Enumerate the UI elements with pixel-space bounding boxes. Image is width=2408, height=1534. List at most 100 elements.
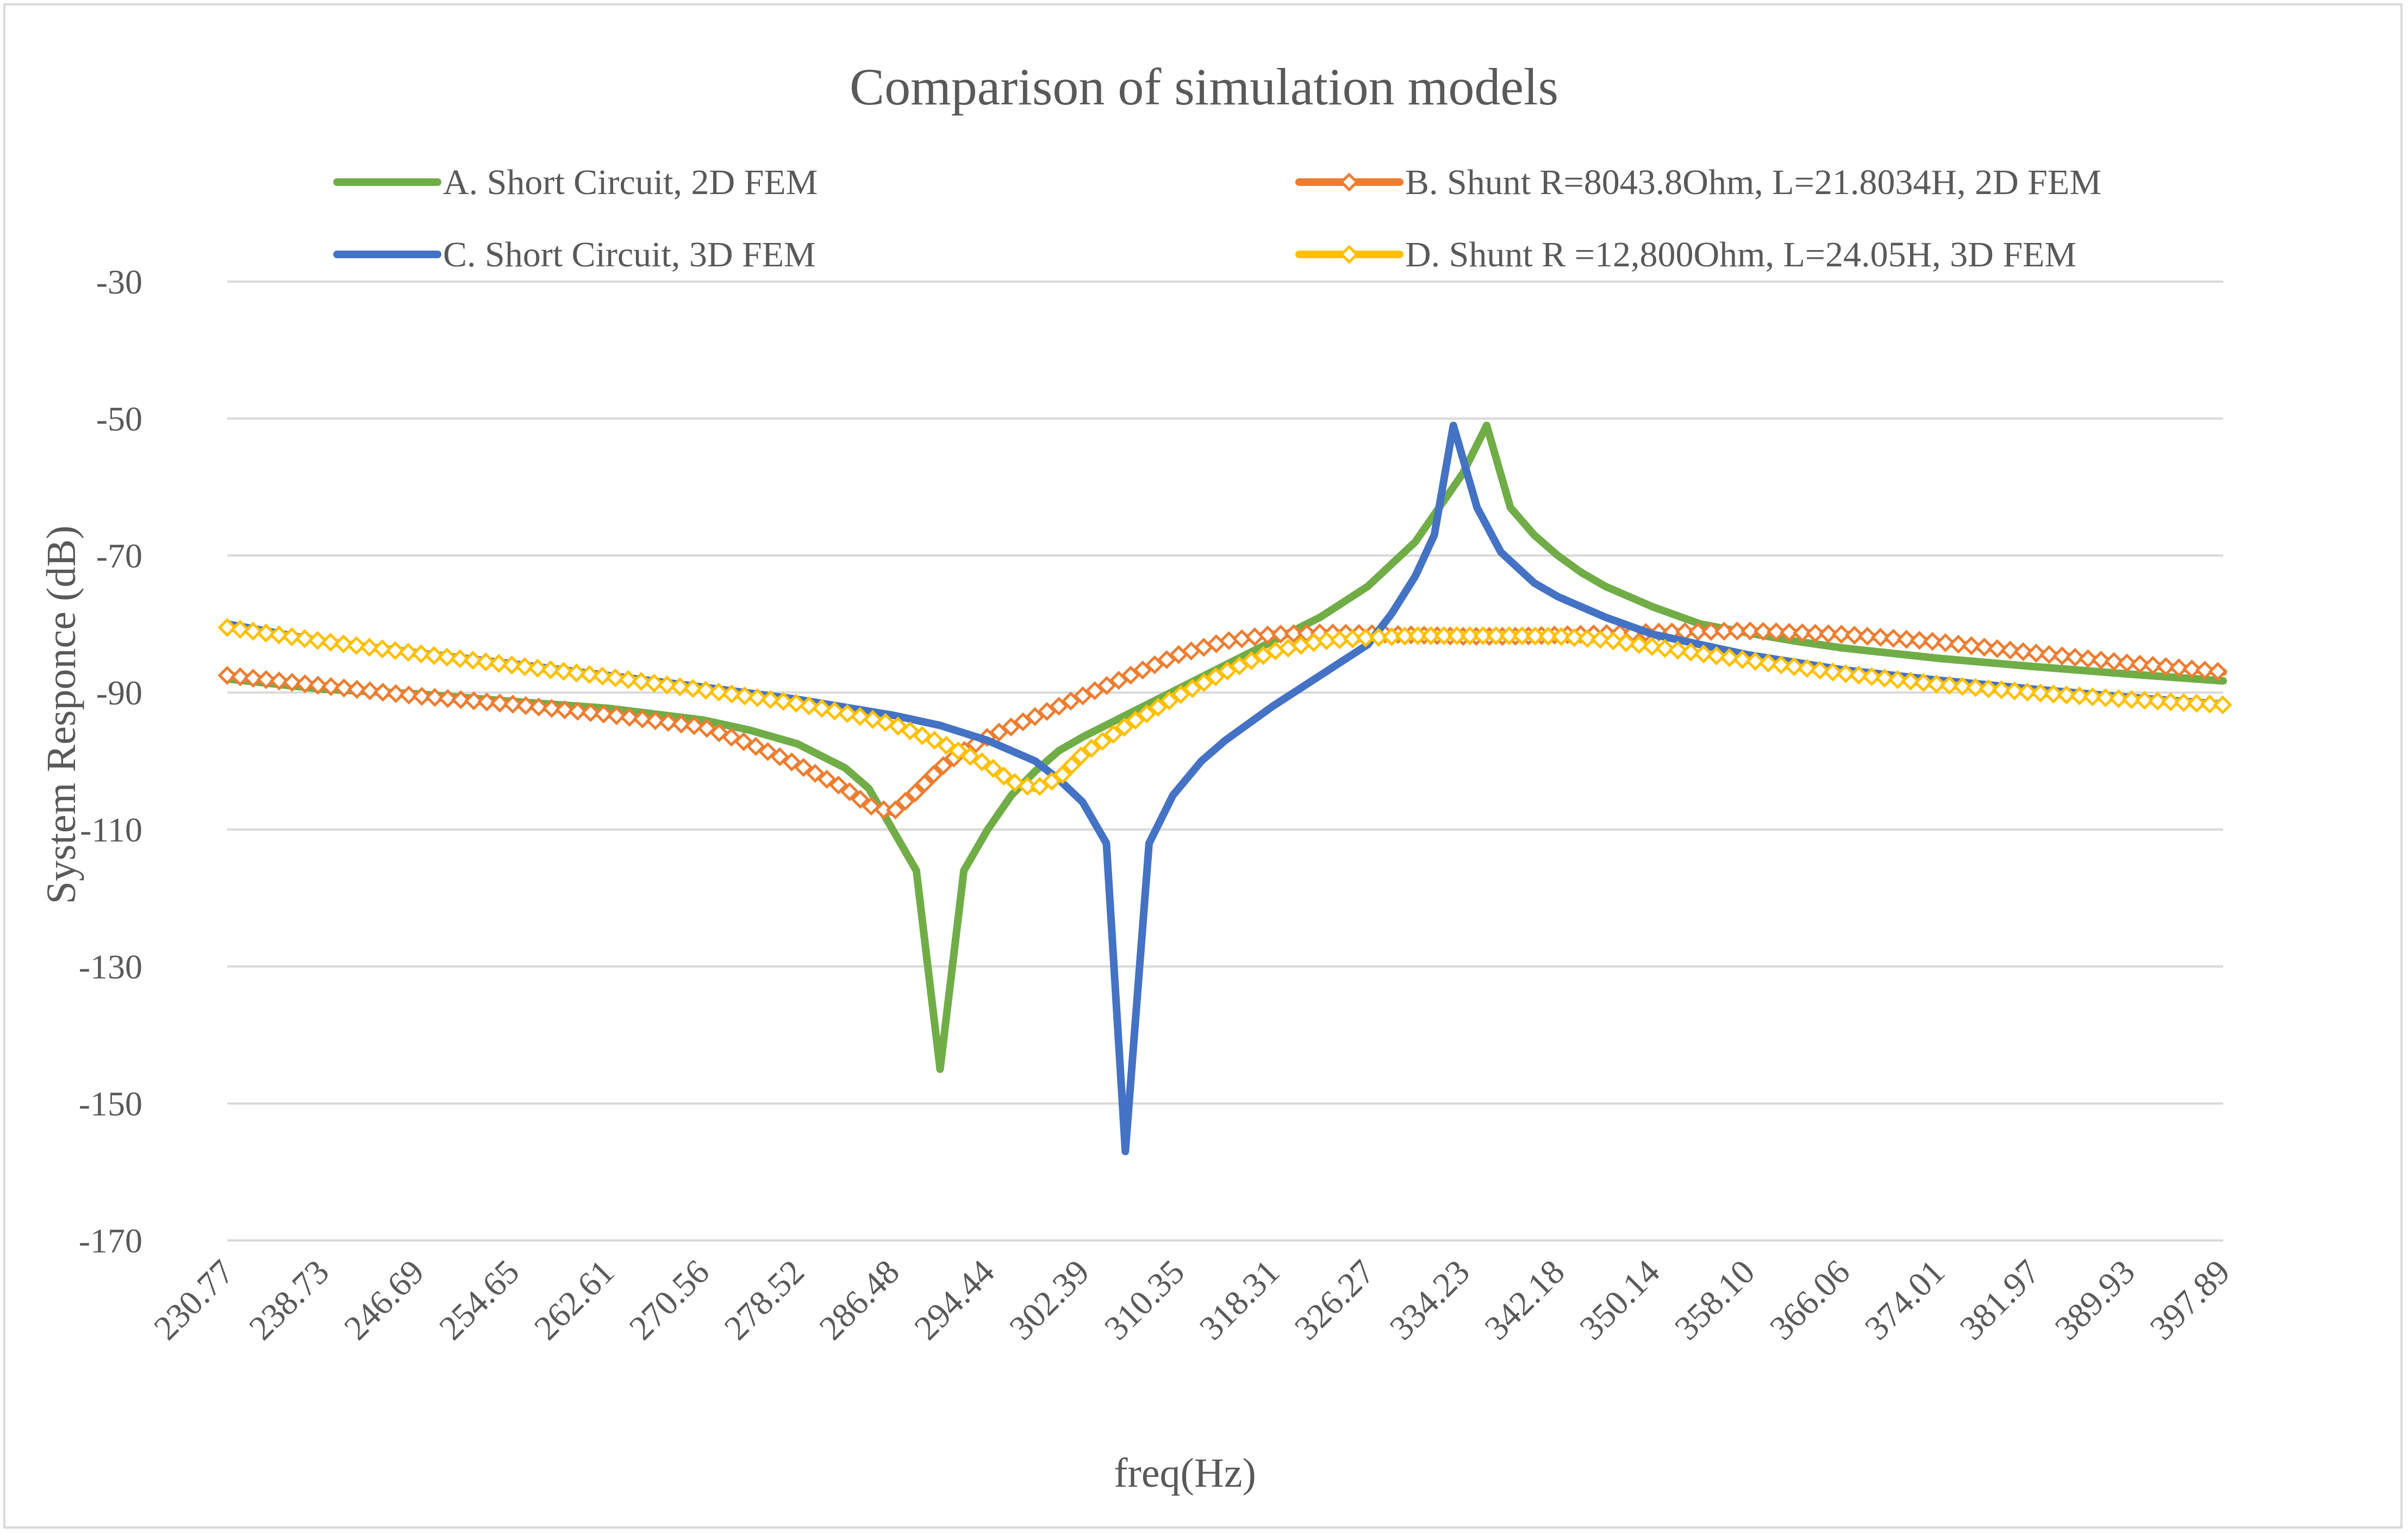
legend-item: C. Short Circuit, 3D FEM: [333, 235, 816, 275]
data-point-marker: [735, 686, 754, 706]
data-point-marker: [2169, 658, 2188, 678]
data-point-marker: [1741, 621, 1760, 641]
data-point-marker: [1042, 771, 1062, 791]
x-tick-label: 326.27: [1287, 1252, 1382, 1348]
data-point-marker: [1949, 634, 1968, 654]
data-point-marker: [2082, 687, 2103, 707]
data-point-marker: [1914, 673, 1933, 693]
data-point-marker: [1271, 624, 1290, 644]
data-point-marker: [1767, 622, 1786, 642]
data-point-marker: [1745, 652, 1765, 671]
data-point-marker: [1013, 712, 1033, 732]
data-point-marker: [1538, 626, 1558, 646]
data-point-marker: [619, 670, 638, 689]
x-tick-label: 358.10: [1667, 1252, 1762, 1348]
data-point-marker: [1242, 651, 1261, 670]
legend-item: A. Short Circuit, 2D FEM: [333, 163, 818, 202]
data-point-marker: [806, 764, 825, 783]
data-point-marker: [2187, 694, 2206, 713]
data-point-marker: [1780, 622, 1799, 642]
data-point-marker: [850, 789, 870, 809]
data-point-marker: [334, 634, 353, 654]
data-point-marker: [1836, 664, 1856, 683]
data-point-marker: [1148, 697, 1168, 717]
data-point-marker: [646, 711, 665, 731]
data-point-marker: [606, 668, 625, 688]
data-point-marker: [1218, 661, 1237, 681]
data-point-marker: [2026, 643, 2046, 663]
data-point-marker: [794, 758, 813, 777]
data-point-marker: [1171, 684, 1190, 704]
data-point-marker: [1714, 621, 1734, 641]
data-point-marker: [671, 714, 691, 734]
data-point-marker: [1862, 667, 1881, 687]
data-point-marker: [451, 690, 471, 709]
legend-label: B. Shunt R=8043.8Ohm, L=21.8034H, 2D FEM: [1405, 163, 2101, 202]
y-axis-ticks: -30 -50 -70 -90 -110 -130 -150 -170: [79, 263, 142, 1260]
x-tick-label: 342.18: [1477, 1252, 1572, 1348]
x-axis-ticks: 230.77 238.73 246.69 254.65 262.61 270.56 278.…: [146, 1252, 2237, 1348]
data-point-marker: [2053, 646, 2072, 666]
data-point-marker: [464, 691, 484, 710]
data-point-marker: [1382, 627, 1401, 646]
x-tick-label: 302.39: [1002, 1252, 1097, 1348]
data-point-marker: [2108, 689, 2128, 708]
data-point-marker: [758, 742, 777, 762]
data-point-marker: [2091, 650, 2111, 670]
series-d: [217, 618, 2232, 796]
data-point-marker: [1655, 639, 1675, 658]
data-point-marker: [398, 643, 418, 662]
data-point-marker: [269, 625, 289, 645]
data-point-marker: [489, 653, 509, 674]
series-line: [223, 421, 2227, 1156]
data-point-marker: [972, 752, 991, 771]
data-point-marker: [760, 690, 780, 709]
plot-series: [217, 421, 2232, 1156]
data-point-marker: [592, 666, 612, 686]
data-point-marker: [770, 747, 789, 766]
x-tick-label: 350.14: [1572, 1252, 1667, 1348]
data-point-marker: [1577, 629, 1597, 648]
data-point-marker: [490, 693, 509, 713]
data-point-marker: [1206, 667, 1225, 687]
data-point-marker: [746, 737, 765, 756]
x-tick-label: 397.89: [2142, 1252, 2237, 1348]
y-tick-label: -150: [79, 1084, 142, 1123]
data-point-marker: [359, 638, 379, 657]
data-point-marker: [799, 696, 819, 715]
data-point-marker: [516, 696, 535, 715]
data-point-marker: [555, 700, 575, 720]
x-tick-label: 294.44: [907, 1252, 1002, 1348]
data-point-marker: [2130, 654, 2150, 674]
legend-item: D. Shunt R =12,800Ohm, L=24.05H, 3D FEM: [1295, 235, 2076, 275]
data-point-marker: [812, 699, 832, 718]
data-point-marker: [529, 697, 548, 717]
data-point-marker: [1071, 746, 1090, 766]
data-point-marker: [1819, 624, 1838, 644]
data-point-marker: [438, 689, 458, 708]
data-point-marker: [244, 669, 263, 688]
x-tick-label: 246.69: [336, 1252, 432, 1348]
data-point-marker: [1793, 623, 1812, 643]
series-a: [223, 421, 2227, 1073]
legend-item: B. Shunt R=8043.8Ohm, L=21.8034H, 2D FEM: [1295, 163, 2101, 202]
legend-label: C. Short Circuit, 3D FEM: [443, 235, 816, 275]
data-point-marker: [1992, 680, 2011, 700]
data-point-marker: [1421, 626, 1440, 645]
data-point-marker: [1126, 710, 1145, 730]
data-point-marker: [787, 694, 806, 713]
data-point-marker: [282, 672, 302, 692]
legend-label: D. Shunt R =12,800Ohm, L=24.05H, 3D FEM: [1405, 235, 2076, 275]
data-point-marker: [295, 674, 315, 694]
data-point-marker: [1114, 718, 1134, 737]
data-point-marker: [773, 691, 793, 711]
data-point-marker: [734, 732, 753, 751]
data-point-marker: [1875, 669, 1894, 688]
data-point-marker: [424, 646, 444, 665]
data-point-marker: [983, 759, 1003, 778]
data-point-marker: [683, 679, 703, 699]
data-point-marker: [1097, 676, 1116, 695]
data-point-marker: [217, 665, 237, 685]
data-point-marker: [2005, 681, 2024, 701]
